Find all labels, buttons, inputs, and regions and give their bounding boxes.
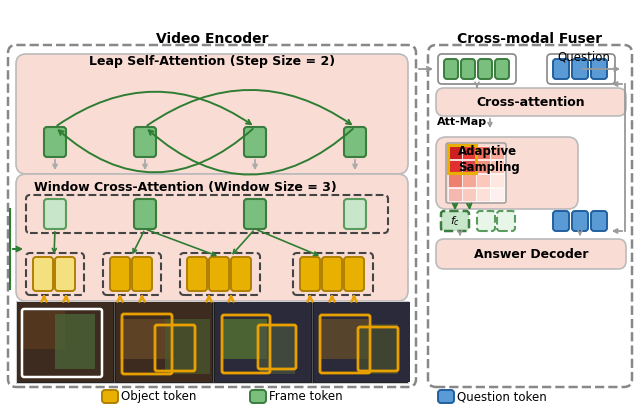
FancyBboxPatch shape bbox=[16, 54, 408, 174]
Bar bbox=[448, 160, 461, 173]
Bar bbox=[222, 319, 267, 359]
Bar bbox=[490, 187, 504, 201]
FancyBboxPatch shape bbox=[250, 390, 266, 403]
FancyBboxPatch shape bbox=[478, 59, 492, 79]
Text: Cross-attention: Cross-attention bbox=[477, 95, 586, 108]
FancyBboxPatch shape bbox=[553, 59, 569, 79]
Text: Window Cross-Attention (Window Size = 3): Window Cross-Attention (Window Size = 3) bbox=[34, 180, 337, 193]
FancyBboxPatch shape bbox=[44, 127, 66, 157]
FancyBboxPatch shape bbox=[322, 257, 342, 291]
FancyBboxPatch shape bbox=[477, 211, 495, 231]
Bar bbox=[320, 319, 368, 359]
Bar bbox=[448, 146, 461, 159]
FancyBboxPatch shape bbox=[110, 257, 130, 291]
FancyBboxPatch shape bbox=[244, 127, 266, 157]
Bar bbox=[448, 173, 461, 187]
FancyBboxPatch shape bbox=[55, 257, 75, 291]
FancyBboxPatch shape bbox=[132, 257, 152, 291]
Text: Question token: Question token bbox=[457, 390, 547, 403]
Text: Object token: Object token bbox=[121, 390, 196, 403]
FancyBboxPatch shape bbox=[436, 88, 626, 116]
FancyBboxPatch shape bbox=[344, 199, 366, 229]
Bar bbox=[476, 173, 490, 187]
Bar bbox=[476, 187, 490, 201]
Bar bbox=[17, 302, 113, 382]
FancyBboxPatch shape bbox=[16, 174, 408, 301]
Bar bbox=[490, 146, 504, 159]
Text: Answer Decoder: Answer Decoder bbox=[474, 247, 588, 261]
Text: $f_c$: $f_c$ bbox=[450, 214, 460, 228]
FancyBboxPatch shape bbox=[572, 211, 588, 231]
Bar bbox=[448, 187, 461, 201]
FancyBboxPatch shape bbox=[209, 257, 229, 291]
FancyBboxPatch shape bbox=[495, 59, 509, 79]
FancyBboxPatch shape bbox=[428, 45, 632, 387]
Bar bbox=[490, 173, 504, 187]
FancyBboxPatch shape bbox=[553, 211, 569, 231]
Text: Frame token: Frame token bbox=[269, 390, 342, 403]
Text: Cross-modal Fuser: Cross-modal Fuser bbox=[458, 32, 603, 46]
FancyBboxPatch shape bbox=[16, 301, 408, 383]
Bar bbox=[260, 324, 295, 374]
Bar bbox=[462, 187, 476, 201]
Bar bbox=[120, 319, 170, 359]
FancyBboxPatch shape bbox=[300, 257, 320, 291]
Text: Question: Question bbox=[557, 50, 610, 63]
Text: Leap Self-Attention (Step Size = 2): Leap Self-Attention (Step Size = 2) bbox=[89, 54, 335, 67]
FancyBboxPatch shape bbox=[572, 59, 588, 79]
FancyBboxPatch shape bbox=[231, 257, 251, 291]
FancyBboxPatch shape bbox=[44, 199, 66, 229]
Bar bbox=[462, 160, 476, 173]
FancyBboxPatch shape bbox=[497, 211, 515, 231]
Bar bbox=[462, 173, 476, 187]
FancyBboxPatch shape bbox=[344, 257, 364, 291]
Bar bbox=[165, 319, 210, 374]
Bar bbox=[448, 145, 476, 173]
Text: Att-Map: Att-Map bbox=[437, 117, 487, 127]
Bar bbox=[462, 146, 476, 159]
FancyBboxPatch shape bbox=[102, 390, 118, 403]
Bar bbox=[20, 311, 65, 349]
FancyBboxPatch shape bbox=[33, 257, 53, 291]
FancyBboxPatch shape bbox=[187, 257, 207, 291]
FancyBboxPatch shape bbox=[436, 137, 578, 209]
FancyBboxPatch shape bbox=[344, 127, 366, 157]
FancyBboxPatch shape bbox=[441, 211, 469, 231]
Bar bbox=[490, 160, 504, 173]
Text: Video Encoder: Video Encoder bbox=[156, 32, 268, 46]
Bar bbox=[55, 314, 95, 369]
Bar bbox=[476, 160, 490, 173]
FancyBboxPatch shape bbox=[591, 59, 607, 79]
FancyBboxPatch shape bbox=[134, 127, 156, 157]
Bar bbox=[215, 302, 311, 382]
FancyBboxPatch shape bbox=[591, 211, 607, 231]
Bar bbox=[476, 146, 490, 159]
Bar bbox=[314, 302, 410, 382]
FancyBboxPatch shape bbox=[461, 59, 475, 79]
Bar bbox=[116, 302, 212, 382]
FancyBboxPatch shape bbox=[244, 199, 266, 229]
Bar bbox=[360, 324, 398, 374]
FancyBboxPatch shape bbox=[444, 59, 458, 79]
FancyBboxPatch shape bbox=[8, 45, 416, 387]
FancyBboxPatch shape bbox=[134, 199, 156, 229]
FancyBboxPatch shape bbox=[436, 239, 626, 269]
FancyBboxPatch shape bbox=[438, 390, 454, 403]
Text: Adaptive
Sampling: Adaptive Sampling bbox=[458, 145, 520, 174]
